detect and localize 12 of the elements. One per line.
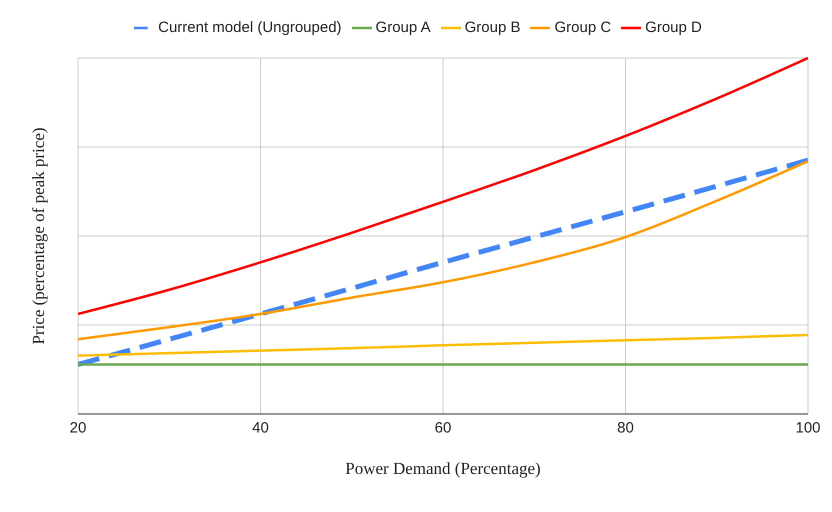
x-axis-title: Power Demand (Percentage): [345, 459, 541, 478]
x-tick-label: 20: [70, 420, 86, 437]
legend-label: Group B: [464, 18, 520, 36]
legend-label: Current model (Ungrouped): [158, 18, 342, 36]
x-tick-label: 60: [434, 420, 452, 437]
x-tick-label: 40: [252, 420, 269, 437]
y-axis-title: Price (percentage of peak price): [29, 127, 48, 345]
legend-label: Group D: [645, 18, 702, 36]
legend-label: Group C: [554, 18, 612, 36]
x-tick-label: 100: [795, 420, 821, 437]
legend-label: Group A: [376, 18, 431, 36]
x-tick-label: 80: [617, 420, 634, 437]
